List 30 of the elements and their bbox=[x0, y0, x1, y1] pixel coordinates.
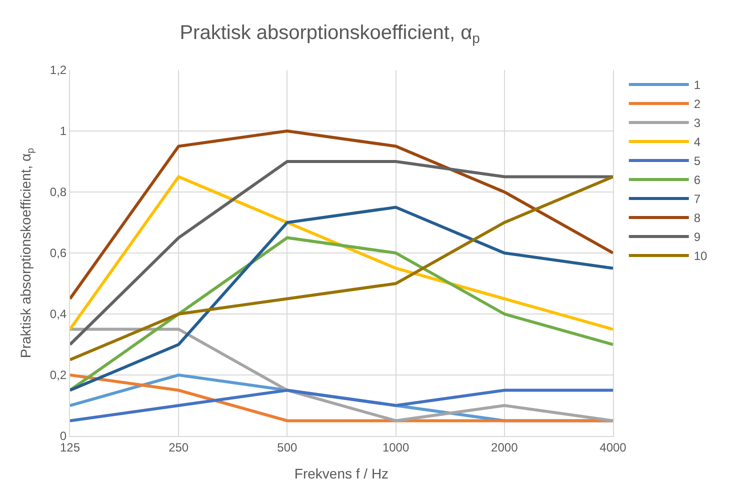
legend-label: 3 bbox=[694, 116, 701, 130]
legend-label: 2 bbox=[694, 97, 701, 112]
legend-label: 9 bbox=[694, 230, 701, 244]
x-tick-label: 2000 bbox=[491, 440, 518, 454]
y-tick-label: 0,2 bbox=[50, 368, 67, 382]
legend-label: 5 bbox=[694, 154, 701, 168]
y-tick-label: 0,8 bbox=[50, 185, 67, 200]
legend-label: 4 bbox=[694, 135, 701, 150]
line-series bbox=[70, 374, 613, 422]
line-series bbox=[70, 160, 613, 346]
legend-label: 1 bbox=[694, 78, 701, 92]
y-tick-label: 1,2 bbox=[50, 63, 67, 78]
line-series bbox=[70, 175, 613, 331]
line-series bbox=[70, 206, 613, 392]
line-series bbox=[70, 328, 613, 422]
x-tick-label: 500 bbox=[277, 440, 298, 454]
x-tick-label: 4000 bbox=[600, 440, 627, 454]
y-tick-label: 0,6 bbox=[50, 246, 67, 260]
legend-label: 6 bbox=[694, 173, 701, 188]
legend-label: 7 bbox=[694, 192, 701, 206]
x-tick-label: 1000 bbox=[382, 440, 410, 454]
x-tick-label: 250 bbox=[168, 440, 189, 454]
x-axis-title: Frekvens f / Hz bbox=[294, 466, 389, 482]
y-tick-label: 0,4 bbox=[50, 307, 67, 322]
legend-label: 8 bbox=[694, 211, 701, 226]
line-series bbox=[70, 175, 613, 362]
line-series bbox=[70, 130, 613, 300]
y-tick-label: 1 bbox=[60, 124, 67, 138]
chart-title: Praktisk absorptionskoefficient, α$_{p}$ bbox=[180, 22, 480, 46]
legend-label: 10 bbox=[694, 249, 708, 264]
